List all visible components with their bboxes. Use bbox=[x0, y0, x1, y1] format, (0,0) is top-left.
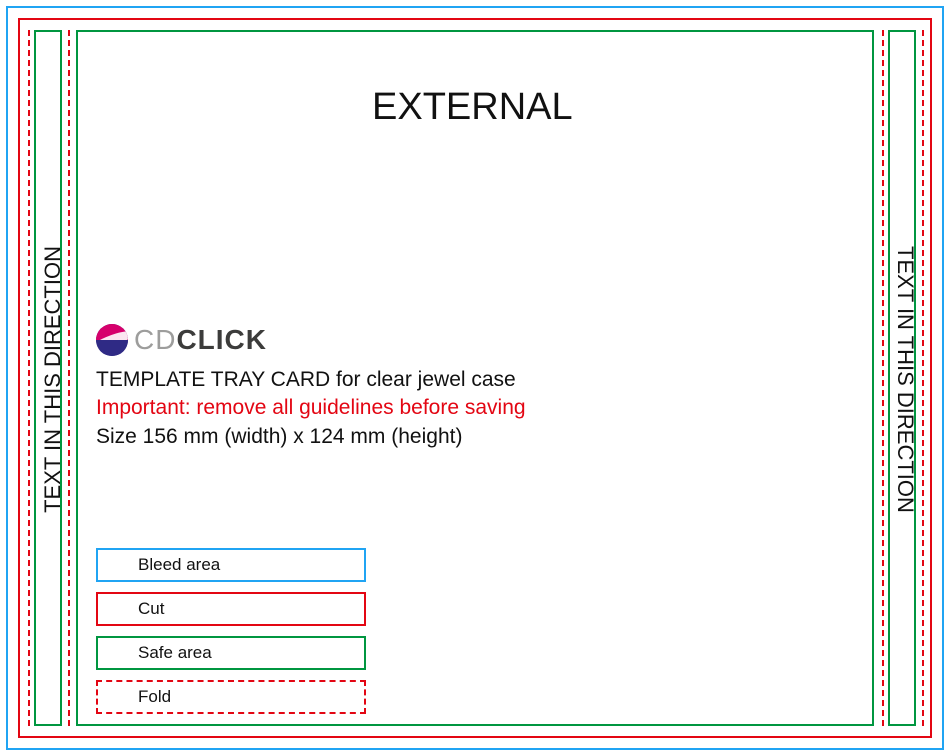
brand-text-dark: CLICK bbox=[176, 324, 267, 355]
brand-logo: CDCLICK bbox=[96, 324, 267, 356]
legend-item-bleed: Bleed area bbox=[96, 548, 366, 582]
info-warning: Important: remove all guidelines before … bbox=[96, 394, 526, 422]
template-canvas: TEXT IN THIS DIRECTION TEXT IN THIS DIRE… bbox=[0, 0, 950, 756]
spine-right-text: TEXT IN THIS DIRECTION bbox=[892, 246, 918, 513]
spine-left-fold-inner bbox=[68, 30, 70, 726]
legend-label: Fold bbox=[138, 687, 171, 707]
legend-item-cut: Cut bbox=[96, 592, 366, 626]
brand-text: CDCLICK bbox=[134, 324, 267, 356]
info-template-name: TEMPLATE TRAY CARD for clear jewel case bbox=[96, 366, 526, 394]
spine-right-fold-inner bbox=[882, 30, 884, 726]
spine-right-fold-outer bbox=[922, 30, 924, 726]
panel-title: EXTERNAL bbox=[372, 86, 573, 129]
legend-label: Cut bbox=[138, 599, 164, 619]
legend: Bleed area Cut Safe area Fold bbox=[96, 548, 366, 714]
legend-item-fold: Fold bbox=[96, 680, 366, 714]
info-dimensions: Size 156 mm (width) x 124 mm (height) bbox=[96, 423, 526, 451]
legend-label: Bleed area bbox=[138, 555, 220, 575]
legend-label: Safe area bbox=[138, 643, 212, 663]
spine-left-fold-outer bbox=[28, 30, 30, 726]
logo-swoosh-icon bbox=[96, 328, 128, 354]
legend-item-safe: Safe area bbox=[96, 636, 366, 670]
brand-text-light: CD bbox=[134, 324, 176, 355]
template-info: TEMPLATE TRAY CARD for clear jewel case … bbox=[96, 366, 526, 451]
spine-left-text: TEXT IN THIS DIRECTION bbox=[40, 246, 66, 513]
logo-disc-icon bbox=[96, 324, 128, 356]
